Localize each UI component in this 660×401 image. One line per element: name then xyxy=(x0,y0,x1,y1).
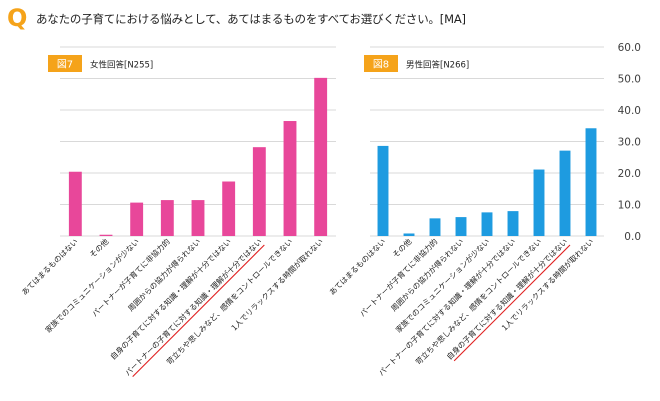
female-chart: 図7 女性回答[N255]あてはまるものはない その他家族でのコミュニケーションが少… xyxy=(20,46,336,378)
panel-badge-text: 図8 xyxy=(373,59,389,71)
y-tick-label: 20.0 xyxy=(618,168,641,180)
bar xyxy=(99,234,113,236)
category-label: あてはまるものはない xyxy=(328,237,388,297)
q-icon: Q xyxy=(7,4,27,30)
bar xyxy=(314,77,328,237)
bar xyxy=(455,217,467,236)
category-label: 自身の子育てに対する知識・理解が十分ではない xyxy=(444,236,569,361)
category-label: 家族でのコミュニケーションが少ない xyxy=(393,236,491,334)
bar xyxy=(559,150,571,236)
category-label: あてはまるものはない xyxy=(20,237,80,297)
question-header: Q あなたの子育てにおける悩みとして、あてはまるものをすべてお選びください。[M… xyxy=(6,4,656,34)
bar xyxy=(68,171,82,236)
bar xyxy=(191,200,205,236)
bar xyxy=(377,145,389,236)
bar xyxy=(252,147,266,236)
y-tick-label: 30.0 xyxy=(618,137,641,149)
bar xyxy=(283,121,297,236)
question-text: あなたの子育てにおける悩みとして、あてはまるものをすべてお選びください。[MA] xyxy=(36,12,466,26)
bar xyxy=(160,200,174,236)
panel-label: 男性回答[N266] xyxy=(406,60,469,71)
category-underline xyxy=(132,244,265,378)
y-tick-label: 50.0 xyxy=(618,74,641,86)
category-label: その他 xyxy=(390,236,413,259)
y-tick-label: 10.0 xyxy=(618,200,641,212)
category-label: 1人でリラックスする時間が取れない xyxy=(499,236,595,332)
bar xyxy=(403,233,415,236)
bar xyxy=(130,202,144,236)
bar xyxy=(429,218,441,236)
bar xyxy=(507,211,519,236)
y-tick-label: 40.0 xyxy=(618,105,641,117)
panel-badge xyxy=(48,55,82,72)
panel-badge-text: 図7 xyxy=(57,59,73,71)
category-underline xyxy=(453,244,571,362)
category-label: その他 xyxy=(87,236,110,259)
bar xyxy=(585,128,597,236)
bar xyxy=(481,212,493,236)
q-icon-letter: Q xyxy=(7,4,27,30)
male-chart: 0.0 10.0 20.0 30.0 40.0 50.0 60.0 図8 男性回答[N266] あ… xyxy=(328,42,641,378)
panel-label: 女性回答[N255] xyxy=(90,60,153,71)
y-tick-label: 60.0 xyxy=(618,42,641,54)
y-tick-label: 0.0 xyxy=(624,231,641,243)
bar xyxy=(533,169,545,236)
bar xyxy=(222,181,236,236)
panel-badge xyxy=(364,55,398,72)
